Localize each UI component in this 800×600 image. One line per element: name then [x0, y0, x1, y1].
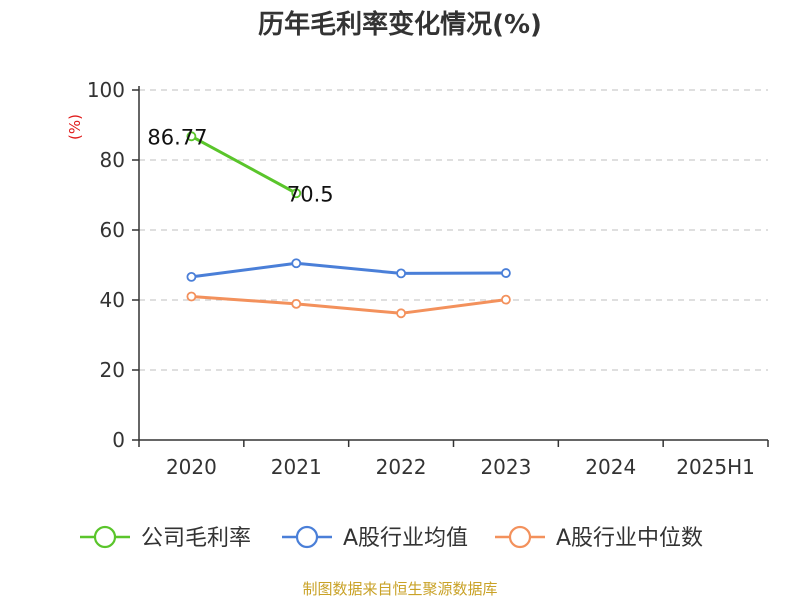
series-2-point-2020: [186, 291, 197, 302]
series-0-line: [190, 134, 297, 195]
series-0-point-2021: [291, 188, 302, 199]
x-tick-label-2024: 2024: [585, 455, 636, 479]
y-tick-label-40: 40: [100, 288, 125, 312]
series-2: [186, 291, 511, 319]
series-1-point-2022: [396, 268, 406, 279]
legend-item-1: A股行业均值: [282, 525, 468, 551]
y-tick-label-60: 60: [100, 218, 125, 242]
legend-marker-circle-0: [93, 525, 117, 549]
x-tick-label-2021: 2021: [271, 455, 322, 479]
series-2-point-2023: [501, 294, 511, 305]
series-2-point-2022: [396, 308, 406, 319]
gridlines: [139, 89, 768, 371]
axes: 0 20 40 60 80 100 2020 2021 2022 2023 2024 2025H1: [87, 78, 769, 479]
y-axis-unit-label: (%): [66, 114, 84, 140]
y-tick-label-80: 80: [100, 148, 125, 172]
series-1: [186, 258, 511, 282]
legend-label-1: A股行业均值: [343, 526, 468, 551]
legend-label-0: 公司毛利率: [141, 526, 251, 551]
data-label-2021: 70.5: [287, 182, 334, 206]
series-1-point-2020: [186, 271, 197, 282]
series: [186, 131, 511, 319]
y-tick-label-100: 100: [87, 78, 125, 102]
y-tick-label-20: 20: [100, 358, 125, 382]
series-1-line: [191, 261, 506, 279]
source-note: 制图数据来自恒生聚源数据库: [302, 580, 498, 598]
series-1-point-2023: [501, 268, 511, 278]
x-tick-label-2025H1: 2025H1: [676, 455, 755, 479]
legend-label-2: A股行业中位数: [556, 526, 703, 551]
x-tick-label-2023: 2023: [480, 455, 531, 479]
chart-title: 历年毛利率变化情况(%): [258, 10, 542, 40]
legend: 公司毛利率 A股行业均值 A股行业中位数: [80, 525, 703, 551]
series-2-line: [191, 295, 507, 315]
data-label-2020: 86.77: [147, 125, 207, 149]
y-tick-label-0: 0: [112, 428, 125, 452]
legend-item-0: 公司毛利率: [80, 525, 251, 551]
data-labels: 86.77 70.5: [147, 125, 333, 206]
legend-marker-circle-2: [508, 525, 532, 549]
series-0: [186, 131, 302, 199]
series-2-point-2021: [291, 298, 302, 309]
x-tick-label-2022: 2022: [376, 455, 427, 479]
series-1-point-2021: [291, 258, 302, 269]
legend-marker-circle-1: [295, 525, 319, 549]
x-tick-label-2020: 2020: [166, 455, 217, 479]
legend-item-2: A股行业中位数: [495, 525, 703, 551]
series-0-point-2020: [186, 131, 197, 142]
